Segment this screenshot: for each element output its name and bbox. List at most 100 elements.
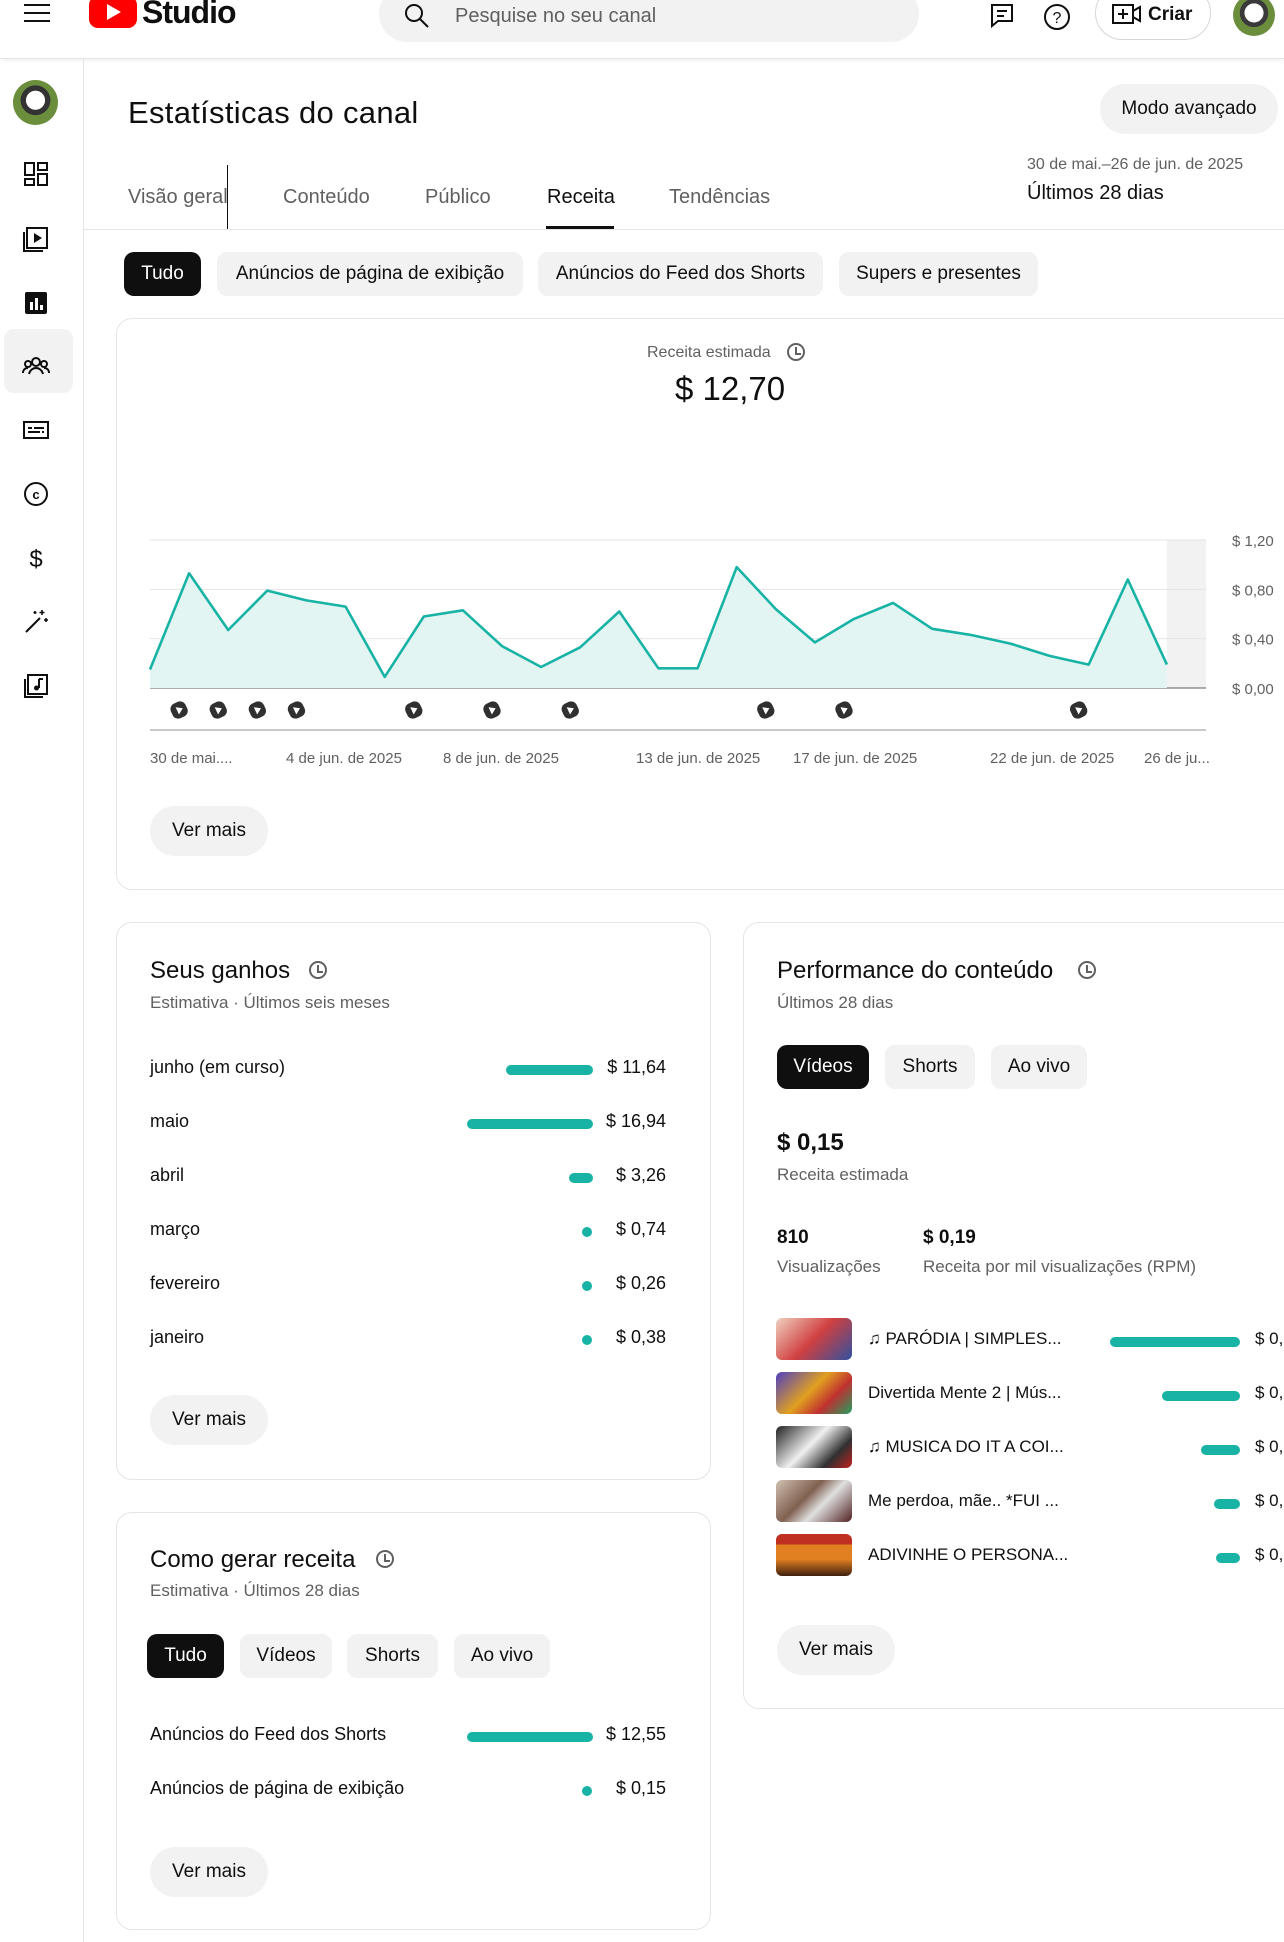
shorts-marker-icon[interactable] [208, 699, 229, 720]
copyright-icon[interactable]: c [22, 480, 50, 508]
analytics-icon[interactable] [22, 289, 50, 317]
filter-chip-shorts-feed-ads[interactable]: Anúncios do Feed dos Shorts [538, 252, 823, 296]
svg-text:$: $ [29, 546, 42, 572]
earnings-row-label: junho (em curso) [150, 1057, 286, 1077]
feedback-icon[interactable] [988, 2, 1016, 30]
earnings-row-label: maio [150, 1111, 190, 1131]
how-earn-row-value: $ 12,55 [605, 1724, 666, 1744]
video-thumbnail[interactable] [776, 1318, 852, 1360]
shorts-marker-icon[interactable] [286, 699, 307, 720]
date-preset[interactable]: Últimos 28 dias [1027, 182, 1164, 204]
shorts-marker-icon[interactable] [481, 699, 502, 720]
help-icon[interactable]: ? [1042, 2, 1072, 32]
video-title[interactable]: Divertida Mente 2 | Mús... [868, 1383, 1062, 1402]
shorts-marker-icon[interactable] [833, 699, 854, 720]
customization-icon[interactable] [22, 608, 50, 636]
search-box[interactable]: Pesquise no seu canal [379, 0, 919, 42]
studio-brand[interactable]: Studio [142, 0, 237, 30]
y-tick-label: $ 1,20 [1232, 533, 1274, 550]
earnings-row-label: março [150, 1219, 201, 1239]
x-tick-label: 30 de mai.... [150, 750, 233, 767]
earnings-row-value: $ 11,64 [607, 1057, 666, 1077]
performance-title: Performance do conteúdo [777, 957, 1054, 984]
how-earn-see-more-button[interactable]: Ver mais [150, 1847, 268, 1897]
shorts-marker-icon[interactable] [403, 699, 424, 720]
earnings-see-more-button[interactable]: Ver mais [150, 1395, 268, 1445]
tab-revenue[interactable]: Receita [547, 186, 615, 208]
video-revenue-value: $ 0, [1255, 1545, 1284, 1564]
audio-library-icon[interactable] [22, 672, 50, 700]
tabs-divider [84, 229, 1284, 230]
clock-icon [309, 961, 327, 979]
filter-chip-watch-page-ads[interactable]: Anúncios de página de exibição [217, 252, 523, 296]
video-thumbnail[interactable] [776, 1426, 852, 1468]
revenue-line-chart: $ 1,20 $ 0,80 $ 0,40 $ 0,00 30 de mai.... 4 d… [148, 533, 1274, 767]
account-avatar[interactable] [1233, 0, 1275, 36]
video-thumbnail[interactable] [776, 1534, 852, 1576]
video-revenue-value: $ 0, [1255, 1329, 1284, 1348]
community-icon[interactable] [22, 352, 50, 380]
menu-icon[interactable] [24, 4, 50, 24]
video-title[interactable]: ♫ PARÓDIA | SIMPLES... [868, 1329, 1062, 1348]
earnings-row-label: janeiro [150, 1327, 205, 1347]
create-button[interactable]: Criar [1095, 0, 1211, 40]
shorts-marker-icon[interactable] [168, 699, 189, 720]
tab-audience[interactable]: Público [425, 186, 491, 208]
search-input[interactable]: Pesquise no seu canal [455, 5, 657, 27]
performance-revenue-value: $ 0,15 [777, 1129, 844, 1156]
video-revenue-bar [1110, 1337, 1240, 1347]
tab-trends[interactable]: Tendências [669, 186, 771, 208]
video-revenue-bar [1201, 1445, 1240, 1455]
y-tick-label: $ 0,00 [1232, 681, 1274, 698]
earn-icon[interactable]: $ [22, 544, 50, 572]
how-earn-chip-live[interactable]: Ao vivo [454, 1634, 550, 1678]
video-thumbnail[interactable] [776, 1372, 852, 1414]
tab-content[interactable]: Conteúdo [283, 186, 370, 208]
how-earn-chip-all[interactable]: Tudo [147, 1634, 224, 1678]
how-earn-row-label: Anúncios de página de exibição [150, 1778, 405, 1798]
earnings-bar [582, 1281, 592, 1291]
performance-chip-videos[interactable]: Vídeos [777, 1045, 869, 1089]
video-revenue-value: $ 0, [1255, 1383, 1284, 1402]
dashboard-icon[interactable] [22, 160, 50, 188]
performance-chip-shorts[interactable]: Shorts [885, 1045, 975, 1089]
video-title[interactable]: ADIVINHE O PERSONA... [868, 1545, 1069, 1564]
performance-revenue-label: Receita estimada [777, 1165, 909, 1184]
sidebar: c $ [0, 59, 84, 1942]
how-earn-chip-shorts[interactable]: Shorts [347, 1634, 438, 1678]
y-tick-label: $ 0,80 [1232, 582, 1274, 599]
advanced-mode-button[interactable]: Modo avançado [1100, 84, 1278, 134]
video-title[interactable]: ♫ MUSICA DO IT A COI... [868, 1437, 1064, 1456]
shorts-marker-icon[interactable] [1068, 699, 1089, 720]
shorts-marker-icon[interactable] [560, 699, 581, 720]
performance-see-more-button[interactable]: Ver mais [777, 1625, 895, 1675]
subtitles-icon[interactable] [22, 416, 50, 444]
performance-chip-live[interactable]: Ao vivo [991, 1045, 1087, 1089]
content-icon[interactable] [22, 224, 50, 252]
youtube-logo-icon[interactable] [89, 0, 137, 28]
channel-avatar[interactable] [13, 80, 58, 125]
estimated-revenue-label: Receita estimada [647, 344, 771, 361]
filter-chip-supers[interactable]: Supers e presentes [839, 252, 1038, 296]
video-revenue-bar [1216, 1553, 1240, 1563]
video-thumbnail[interactable] [776, 1480, 852, 1522]
x-tick-label: 22 de jun. de 2025 [990, 750, 1114, 767]
shorts-marker-icon[interactable] [755, 699, 776, 720]
views-value: 810 [777, 1227, 809, 1248]
incomplete-data-region [1166, 540, 1206, 688]
clock-icon [376, 1550, 394, 1568]
video-revenue-bar [1162, 1391, 1240, 1401]
date-range[interactable]: 30 de mai.–26 de jun. de 2025 [1027, 156, 1244, 173]
search-icon [405, 4, 429, 28]
chart-see-more-button[interactable]: Ver mais [150, 806, 268, 856]
how-earn-chip-videos[interactable]: Vídeos [240, 1634, 332, 1678]
earnings-card [116, 922, 711, 1480]
active-tab-indicator [546, 226, 614, 229]
top-bar: Studio Pesquise no seu canal ? Criar [0, 0, 1284, 59]
shorts-marker-icon[interactable] [247, 699, 268, 720]
earnings-row-value: $ 3,26 [615, 1165, 666, 1185]
video-title[interactable]: Me perdoa, mãe.. *FUI ... [868, 1491, 1059, 1510]
x-tick-label: 13 de jun. de 2025 [636, 750, 760, 767]
filter-chip-all[interactable]: Tudo [124, 252, 201, 296]
tab-overview[interactable]: Visão geral [128, 186, 228, 208]
